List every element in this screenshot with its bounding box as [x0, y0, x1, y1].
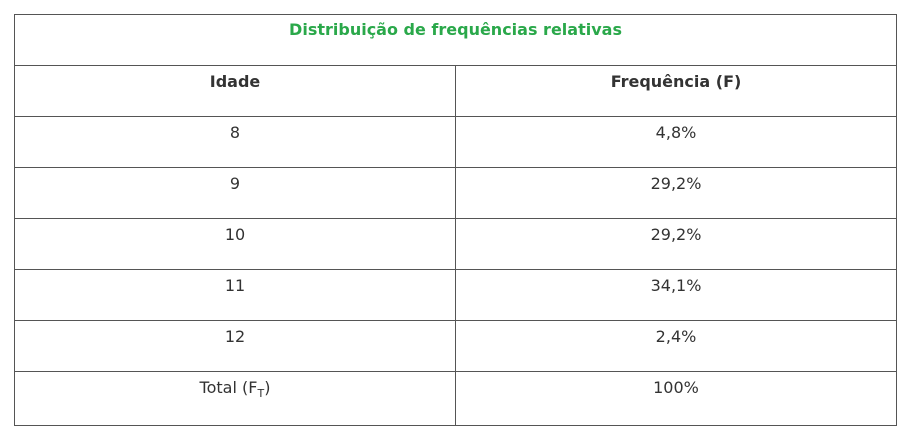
cell-age: 9 — [14, 167, 456, 219]
cell-age: 8 — [14, 116, 456, 168]
cell-frequency: 29,2% — [454, 167, 898, 219]
total-value: 100% — [454, 371, 898, 426]
cell-frequency: 2,4% — [454, 320, 898, 372]
cell-frequency: 4,8% — [454, 116, 898, 168]
total-label-subscript: T — [257, 387, 265, 401]
total-label-main: Total (F — [199, 378, 258, 397]
table-row: 8 4,8% — [14, 116, 898, 168]
total-label-close: ) — [264, 378, 271, 397]
table-title: Distribuição de frequências relativas — [13, 14, 898, 66]
table-header-row: Idade Frequência (F) — [14, 65, 898, 117]
table-title-row: Distribuição de frequências relativas — [13, 14, 898, 66]
table-row: 10 29,2% — [14, 218, 898, 270]
cell-age: 12 — [14, 320, 456, 372]
table-row: 11 34,1% — [14, 269, 898, 321]
total-label: Total (FT) — [14, 371, 456, 426]
table-total-row: Total (FT) 100% — [14, 371, 898, 426]
table-row: 9 29,2% — [14, 167, 898, 219]
table-row: 12 2,4% — [14, 320, 898, 372]
cell-age: 11 — [14, 269, 456, 321]
frequency-table: Distribuição de frequências relativas Id… — [13, 14, 898, 426]
frequency-table-container: Distribuição de frequências relativas Id… — [13, 14, 898, 426]
cell-frequency: 34,1% — [454, 269, 898, 321]
column-header-age: Idade — [14, 65, 456, 117]
cell-age: 10 — [14, 218, 456, 270]
cell-frequency: 29,2% — [454, 218, 898, 270]
column-header-frequency: Frequência (F) — [454, 65, 898, 117]
